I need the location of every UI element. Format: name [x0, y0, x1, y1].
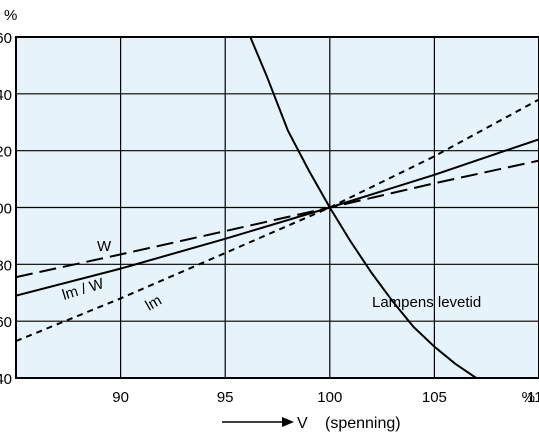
y-tick-label-140: 140	[0, 87, 12, 104]
x-axis-title: V (spenning)	[222, 415, 401, 432]
x-tick-label-95: 95	[217, 389, 234, 406]
x-tick-label-90: 90	[112, 389, 129, 406]
x-axis-title-symbol: V	[297, 415, 308, 432]
y-tick-label-60: 60	[0, 314, 12, 331]
x-tick-label-110: 110	[527, 389, 539, 406]
y-tick-label-160: 160	[0, 30, 12, 47]
y-tick-label-100: 100	[0, 201, 12, 218]
x-axis-unit-label: %	[522, 389, 535, 406]
y-axis-unit-label: %	[4, 7, 17, 24]
y-tick-label-120: 120	[0, 144, 12, 161]
series-line-3	[249, 37, 477, 378]
series-label-w: W	[97, 238, 112, 255]
series-line-1	[16, 138, 539, 297]
x-tick-label-100: 100	[317, 389, 342, 406]
series-line-2	[16, 98, 539, 343]
x-axis-arrow-head	[282, 417, 294, 427]
x-tick-label-105: 105	[422, 389, 447, 406]
y-tick-label-80: 80	[0, 257, 12, 274]
y-tick-label-40: 40	[0, 371, 12, 388]
x-tick-labels: 90 95 100 105 110%	[112, 389, 539, 406]
y-tick-labels: 40 60 80 100 120 140 160	[0, 30, 12, 388]
series-line-0	[16, 159, 539, 279]
series-lines	[16, 37, 539, 378]
series-label-lampens-levetid: Lampens levetid	[372, 294, 481, 311]
series-label-lm: lm	[143, 292, 165, 315]
x-axis-title-note: (spenning)	[325, 415, 401, 432]
plot-frame	[15, 36, 539, 379]
